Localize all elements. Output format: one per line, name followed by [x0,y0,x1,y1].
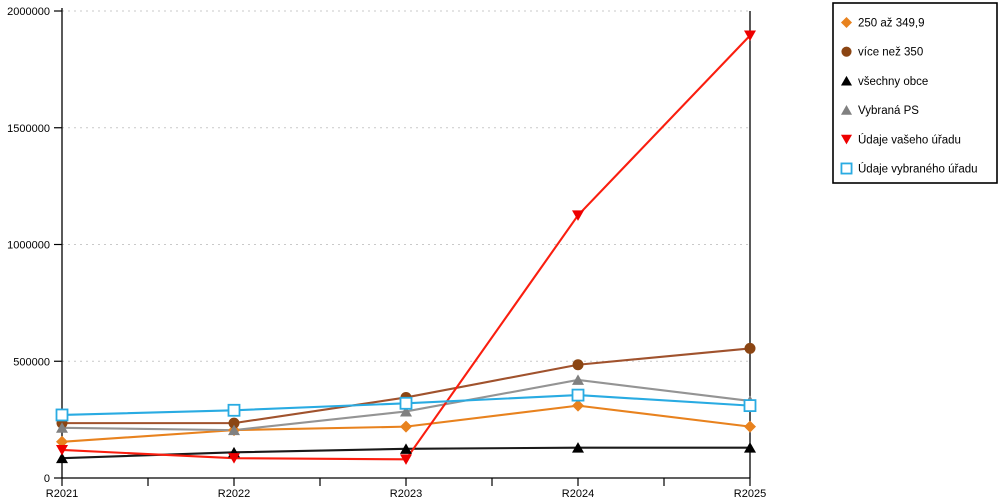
legend-marker-circle [841,46,852,57]
y-tick-label: 2000000 [7,6,50,18]
series-2-marker [572,442,584,453]
series-3-marker [56,422,68,433]
series-3-marker [228,424,240,436]
series-5-marker [227,403,241,417]
series-4-marker [400,454,412,465]
series-0-marker [56,435,68,448]
series-2-marker [744,442,756,453]
x-tick-label: R2025 [734,488,766,500]
legend-marker-triangle-up [840,105,853,115]
y-tick-label: 1500000 [7,123,50,135]
series-0-marker [400,420,412,433]
series-5-marker [55,408,69,422]
legend-marker-triangle-down [840,134,853,145]
series-5-marker [743,399,757,413]
legend-item-label: Údaje vašeho úřadu [858,133,961,146]
legend-marker-triangle-up [840,75,853,86]
x-tick-label: R2021 [46,488,78,500]
x-tick-label: R2024 [562,488,594,500]
series-3-marker [400,405,412,417]
series-4-marker [56,444,68,456]
legend-item-label: více než 350 [858,47,923,59]
series-4-marker [572,210,584,221]
legend-item-label: Údaje vybraného úřadu [858,163,978,176]
legend-item-label: všechny obce [858,76,928,88]
series-4-marker [744,30,756,42]
series-0-marker [744,420,756,433]
series-4-marker [228,453,240,464]
x-tick-label: R2022 [218,488,250,500]
legend-box [832,2,998,184]
series-2-marker [56,452,68,464]
series-5-marker [399,396,413,410]
legend-marker-square-open [840,162,853,175]
series-1-marker [228,417,240,429]
legend-item-label: 250 až 349,9 [858,18,925,30]
series-3-marker [572,374,584,385]
x-tick-label: R2023 [390,488,422,500]
legend-item-label: Vybraná PS [858,105,919,117]
series-1-marker [744,342,756,354]
series-5-marker [571,388,585,402]
y-tick-label: 1000000 [7,240,50,252]
legend-marker-diamond [840,16,853,29]
series-0-marker [572,399,584,412]
series-2-marker [400,443,412,454]
y-tick-label: 500000 [13,356,50,368]
y-tick-label: 0 [44,473,50,485]
series-1-marker [572,359,584,371]
